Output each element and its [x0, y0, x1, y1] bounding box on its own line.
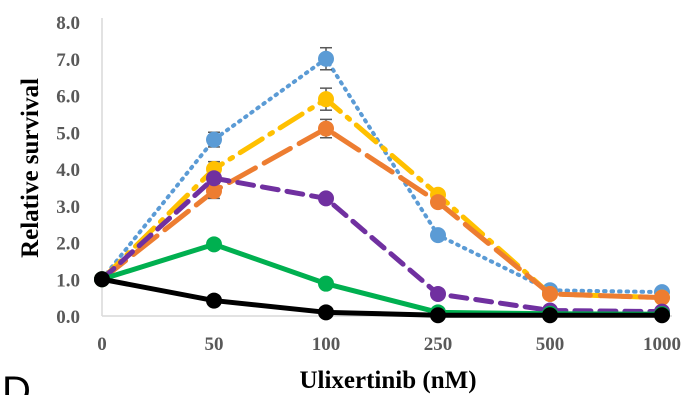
y-tick-label: 5.0	[56, 123, 80, 144]
x-tick-label: 0	[97, 334, 107, 355]
series-line	[99, 175, 665, 315]
x-tick-label: 50	[205, 334, 224, 355]
series-6	[94, 271, 670, 324]
y-tick-label: 4.0	[56, 160, 80, 181]
series-3	[94, 118, 670, 306]
y-tick-label: 7.0	[56, 50, 80, 71]
data-point	[206, 170, 222, 187]
data-point	[206, 131, 222, 148]
data-point	[430, 194, 446, 211]
series-line	[99, 126, 665, 301]
x-axis-title: Ulixertinib (nM)	[299, 367, 476, 394]
y-tick-label: 0.0	[56, 307, 80, 328]
data-point	[542, 307, 558, 324]
data-point	[430, 307, 446, 324]
x-tick-label: 100	[312, 334, 341, 355]
series-line	[99, 276, 665, 318]
data-point	[318, 91, 334, 108]
data-point	[654, 289, 670, 306]
y-axis-ticks: 0.0 1.0 2.0 3.0 4.0 5.0 6.0 7.0 8.0	[56, 13, 80, 328]
data-point	[318, 190, 334, 207]
data-point	[94, 271, 110, 288]
data-point	[318, 120, 334, 137]
series-line	[100, 56, 664, 295]
data-point	[430, 227, 446, 244]
series-2	[94, 87, 670, 306]
data-point	[318, 304, 334, 321]
y-tick-label: 8.0	[56, 13, 80, 34]
x-tick-label: 1000	[643, 334, 681, 355]
y-axis-title: Relative survival	[17, 78, 44, 258]
data-point	[206, 292, 222, 309]
series-layer	[94, 46, 670, 324]
series-1	[94, 46, 670, 301]
x-axis-ticks: 0 50 100 250 500 1000	[97, 334, 681, 355]
data-point	[542, 285, 558, 302]
data-point	[206, 236, 222, 253]
y-tick-label: 3.0	[56, 197, 80, 218]
panel-letter: D	[2, 369, 31, 395]
x-tick-label: 250	[424, 334, 453, 355]
data-point	[430, 285, 446, 302]
x-tick-label: 500	[536, 334, 565, 355]
series-line	[99, 96, 665, 301]
series-line	[99, 241, 665, 317]
data-point	[654, 307, 670, 324]
data-point	[318, 50, 334, 67]
data-point	[318, 275, 334, 292]
y-tick-label: 1.0	[56, 270, 80, 291]
y-tick-label: 2.0	[56, 234, 80, 255]
y-tick-label: 6.0	[56, 87, 80, 108]
